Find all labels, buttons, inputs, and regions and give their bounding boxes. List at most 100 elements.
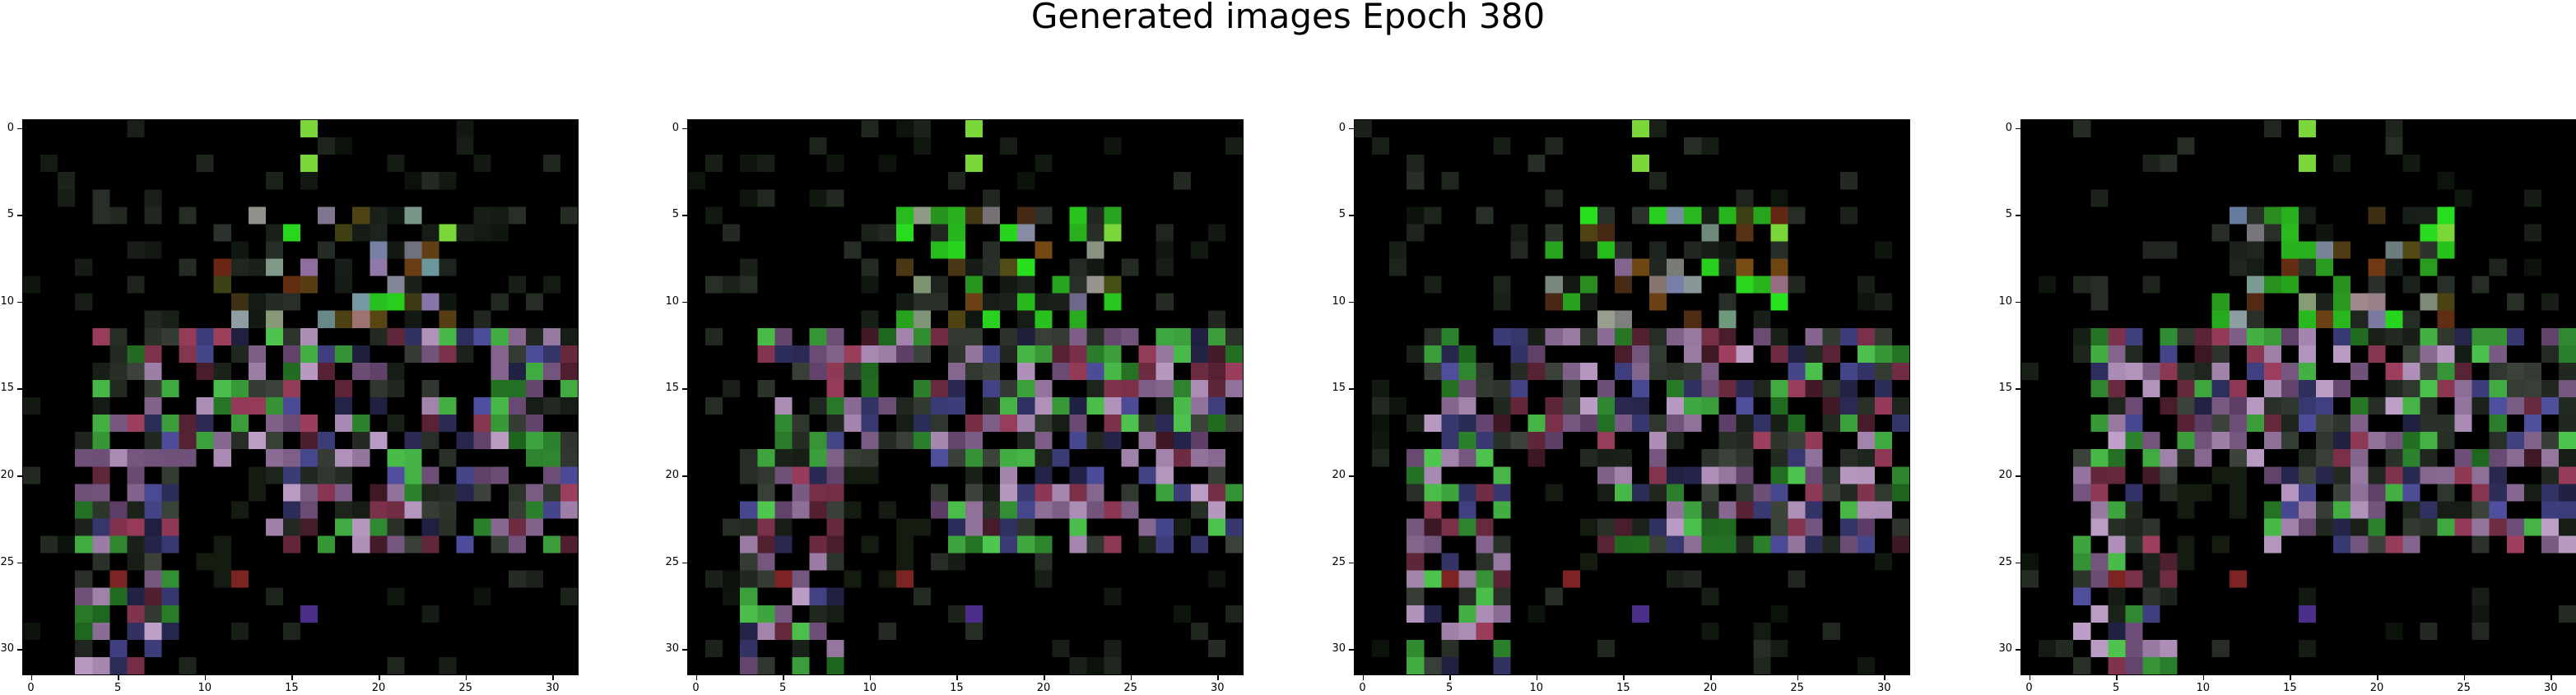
y-tick-label: 30 — [665, 642, 679, 656]
x-tick-label: 5 — [1446, 682, 1453, 694]
x-tick-mark — [204, 675, 207, 680]
y-tick-label: 25 — [0, 555, 14, 568]
x-tick-mark — [379, 675, 380, 680]
y-tick-mark — [2016, 562, 2020, 564]
x-tick-label: 30 — [2544, 682, 2558, 694]
generated-image — [688, 120, 1243, 674]
y-tick-mark — [682, 649, 687, 651]
x-tick-label: 0 — [27, 682, 35, 694]
y-tick-mark — [682, 127, 687, 130]
y-tick-label: 25 — [665, 555, 679, 568]
x-tick-label: 20 — [1703, 682, 1718, 694]
x-tick-mark — [1044, 675, 1045, 680]
x-tick-mark — [783, 675, 784, 680]
y-tick-mark — [1349, 301, 1354, 303]
x-tick-mark — [2290, 675, 2291, 680]
x-tick-label: 10 — [198, 682, 212, 694]
y-tick-label: 15 — [665, 382, 679, 395]
y-tick-mark — [1349, 475, 1354, 477]
y-tick-label: 0 — [2005, 121, 2012, 134]
y-tick-label: 10 — [665, 294, 679, 308]
generated-image-1 — [22, 119, 579, 675]
y-tick-mark — [17, 127, 22, 130]
x-tick-label: 15 — [1616, 682, 1630, 694]
x-tick-label: 10 — [1529, 682, 1544, 694]
y-tick-mark — [682, 562, 687, 564]
y-tick-mark — [682, 475, 687, 477]
x-tick-label: 20 — [371, 682, 386, 694]
y-tick-mark — [2016, 301, 2020, 303]
y-tick-mark — [17, 215, 22, 216]
x-tick-mark — [1536, 675, 1538, 680]
y-tick-label: 20 — [1332, 469, 1346, 482]
x-tick-label: 25 — [458, 682, 472, 694]
y-tick-label: 15 — [0, 382, 14, 395]
y-tick-label: 5 — [1338, 208, 1346, 221]
y-tick-mark — [682, 388, 687, 390]
x-tick-label: 30 — [546, 682, 560, 694]
x-tick-label: 10 — [2196, 682, 2211, 694]
y-tick-mark — [2016, 127, 2020, 130]
y-tick-mark — [17, 562, 22, 564]
y-tick-label: 0 — [672, 121, 679, 134]
y-tick-label: 0 — [7, 121, 14, 134]
x-tick-mark — [2029, 675, 2031, 680]
x-tick-mark — [1623, 675, 1625, 680]
x-tick-label: 30 — [1211, 682, 1225, 694]
x-tick-label: 15 — [2283, 682, 2297, 694]
x-tick-mark — [956, 675, 958, 680]
y-tick-label: 10 — [1998, 294, 2012, 308]
generated-image-2 — [687, 119, 1244, 675]
x-tick-label: 25 — [1790, 682, 1804, 694]
x-tick-mark — [552, 675, 554, 680]
y-tick-label: 15 — [1332, 382, 1346, 395]
y-tick-label: 30 — [1332, 642, 1346, 656]
y-tick-label: 25 — [1998, 555, 2012, 568]
y-tick-mark — [17, 301, 22, 303]
x-tick-label: 20 — [1036, 682, 1051, 694]
y-tick-label: 20 — [0, 469, 14, 482]
y-tick-mark — [1349, 649, 1354, 651]
y-tick-mark — [682, 215, 687, 216]
y-tick-label: 30 — [1998, 642, 2012, 656]
x-tick-label: 0 — [692, 682, 700, 694]
generated-image-4 — [2020, 119, 2576, 675]
x-tick-mark — [291, 675, 293, 680]
x-tick-mark — [1710, 675, 1712, 680]
y-tick-label: 20 — [1998, 469, 2012, 482]
y-tick-mark — [1349, 215, 1354, 216]
x-tick-mark — [2202, 675, 2205, 680]
y-tick-mark — [2016, 649, 2020, 651]
generated-image — [23, 120, 578, 674]
y-tick-label: 10 — [0, 294, 14, 308]
x-tick-mark — [1217, 675, 1219, 680]
x-tick-mark — [1449, 675, 1451, 680]
x-tick-label: 5 — [2113, 682, 2120, 694]
x-tick-mark — [2550, 675, 2552, 680]
y-tick-mark — [1349, 562, 1354, 564]
x-tick-label: 5 — [114, 682, 122, 694]
y-tick-label: 25 — [1332, 555, 1346, 568]
generated-image-3 — [1354, 119, 1910, 675]
y-tick-label: 15 — [1998, 382, 2012, 395]
x-tick-mark — [695, 675, 698, 680]
x-tick-label: 30 — [1877, 682, 1891, 694]
y-tick-mark — [2016, 388, 2020, 390]
x-tick-label: 5 — [779, 682, 787, 694]
y-tick-label: 10 — [1332, 294, 1346, 308]
y-tick-label: 5 — [7, 208, 14, 221]
y-tick-mark — [2016, 215, 2020, 216]
x-tick-label: 0 — [2025, 682, 2033, 694]
y-tick-mark — [2016, 475, 2020, 477]
generated-image — [1355, 120, 1909, 674]
x-tick-mark — [869, 675, 872, 680]
x-tick-label: 25 — [1123, 682, 1137, 694]
x-tick-mark — [1130, 675, 1132, 680]
y-tick-label: 30 — [0, 642, 14, 656]
x-tick-mark — [2377, 675, 2378, 680]
y-tick-label: 5 — [672, 208, 679, 221]
x-tick-label: 10 — [863, 682, 877, 694]
y-tick-mark — [682, 301, 687, 303]
x-tick-label: 20 — [2369, 682, 2384, 694]
y-tick-label: 5 — [2005, 208, 2012, 221]
